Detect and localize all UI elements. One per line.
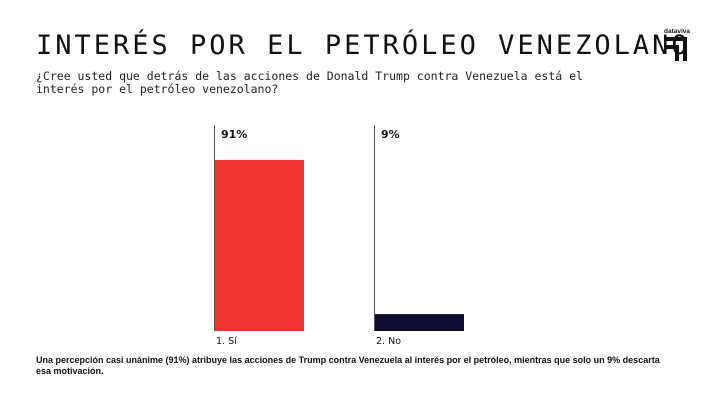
category-label: 2. No bbox=[376, 336, 401, 347]
chart-footnote: Una percepción casi unánime (91%) atribu… bbox=[36, 355, 660, 376]
chart-subtitle: ¿Cree usted que detrás de las acciones d… bbox=[36, 69, 583, 96]
bar-value-label: 9% bbox=[381, 128, 400, 141]
dataviva-logo: dataviva bbox=[664, 28, 690, 64]
bar bbox=[215, 159, 304, 331]
logo-text: dataviva bbox=[664, 28, 691, 35]
chart-title: INTERÉS POR EL PETRÓLEO VENEZOLANO bbox=[36, 30, 691, 61]
logo-mark-icon bbox=[665, 37, 687, 61]
category-label: 1. Sí bbox=[216, 336, 237, 347]
bar-value-label: 91% bbox=[221, 128, 247, 141]
bar bbox=[375, 314, 464, 331]
bar-chart: 91% 1. Sí 9% 2. No bbox=[214, 125, 464, 347]
